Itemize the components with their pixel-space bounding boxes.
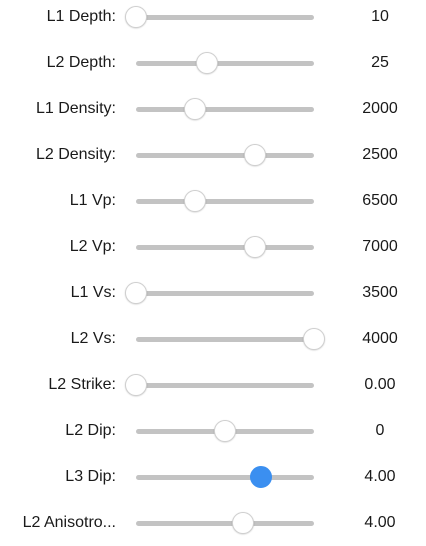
slider-thumb[interactable] — [249, 466, 272, 488]
row-label: L1 Depth: — [46, 8, 116, 25]
row-l3-dip: L3 Dip: 4.00 — [0, 454, 426, 500]
row-label: L2 Vs: — [70, 330, 116, 347]
row-l2-dip: L2 Dip: 0 — [0, 408, 426, 454]
slider-thumb[interactable] — [196, 52, 219, 74]
slider-thumb[interactable] — [244, 144, 267, 166]
row-label: L2 Strike: — [48, 376, 116, 393]
row-value: 10 — [371, 8, 389, 25]
slider-thumb[interactable] — [125, 374, 147, 396]
row-l2-vs: L2 Vs: 4000 — [0, 316, 426, 362]
slider-thumb[interactable] — [183, 190, 206, 212]
row-value: 0.00 — [364, 376, 396, 393]
l2-anisotropy-slider[interactable] — [136, 500, 314, 546]
slider-thumb[interactable] — [125, 6, 147, 28]
row-label: L2 Vp: — [69, 238, 116, 255]
row-value: 2000 — [362, 100, 398, 117]
row-l1-vs: L1 Vs: 3500 — [0, 270, 426, 316]
row-value: 2500 — [362, 146, 398, 163]
slider-thumb[interactable] — [183, 98, 206, 120]
l1-vp-slider[interactable] — [136, 178, 314, 224]
l2-depth-slider[interactable] — [136, 40, 314, 86]
slider-track[interactable] — [136, 382, 314, 388]
row-value: 4.00 — [364, 514, 396, 531]
slider-track[interactable] — [136, 106, 314, 112]
slider-track[interactable] — [136, 244, 314, 250]
row-l1-vp: L1 Vp: 6500 — [0, 178, 426, 224]
row-l2-density: L2 Density: 2500 — [0, 132, 426, 178]
slider-thumb[interactable] — [125, 282, 147, 304]
row-label: L2 Dip: — [65, 422, 116, 439]
row-l2-depth: L2 Depth: 25 — [0, 40, 426, 86]
l2-density-slider[interactable] — [136, 132, 314, 178]
l1-vs-slider[interactable] — [125, 270, 314, 316]
row-value: 25 — [371, 54, 389, 71]
row-label: L1 Density: — [35, 100, 116, 117]
row-label: L2 Anisotro... — [22, 514, 116, 531]
l2-strike-slider[interactable] — [125, 362, 314, 408]
row-label: L2 Density: — [35, 146, 116, 163]
row-value: 4000 — [362, 330, 398, 347]
row-label: L1 Vp: — [69, 192, 116, 209]
slider-track[interactable] — [136, 290, 314, 296]
slider-track[interactable] — [136, 336, 314, 342]
slider-track[interactable] — [136, 520, 314, 526]
slider-thumb[interactable] — [231, 512, 254, 534]
row-label: L1 Vs: — [70, 284, 116, 301]
l1-depth-slider[interactable] — [125, 0, 314, 40]
l3-dip-slider[interactable] — [136, 454, 314, 500]
row-value: 0 — [375, 422, 385, 439]
row-value: 7000 — [362, 238, 398, 255]
row-l2-vp: L2 Vp: 7000 — [0, 224, 426, 270]
row-value: 3500 — [362, 284, 398, 301]
row-label: L2 Depth: — [46, 54, 116, 71]
row-value: 4.00 — [364, 468, 396, 485]
slider-track[interactable] — [136, 60, 314, 66]
l2-vp-slider[interactable] — [136, 224, 314, 270]
row-value: 6500 — [362, 192, 398, 209]
l2-dip-slider[interactable] — [136, 408, 314, 454]
row-l1-density: L1 Density: 2000 — [0, 86, 426, 132]
slider-thumb[interactable] — [244, 236, 267, 258]
row-l1-depth: L1 Depth: 10 — [0, 0, 426, 40]
slider-thumb[interactable] — [214, 420, 236, 442]
row-l2-strike: L2 Strike: 0.00 — [0, 362, 426, 408]
row-label: L3 Dip: — [65, 468, 116, 485]
l1-density-slider[interactable] — [136, 86, 314, 132]
slider-track[interactable] — [136, 152, 314, 158]
slider-thumb[interactable] — [303, 328, 325, 350]
l2-vs-slider[interactable] — [136, 316, 325, 362]
slider-track[interactable] — [136, 14, 314, 20]
slider-track[interactable] — [136, 198, 314, 204]
row-l2-anisotropy: L2 Anisotro... 4.00 — [0, 500, 426, 546]
slider-track[interactable] — [136, 474, 314, 480]
